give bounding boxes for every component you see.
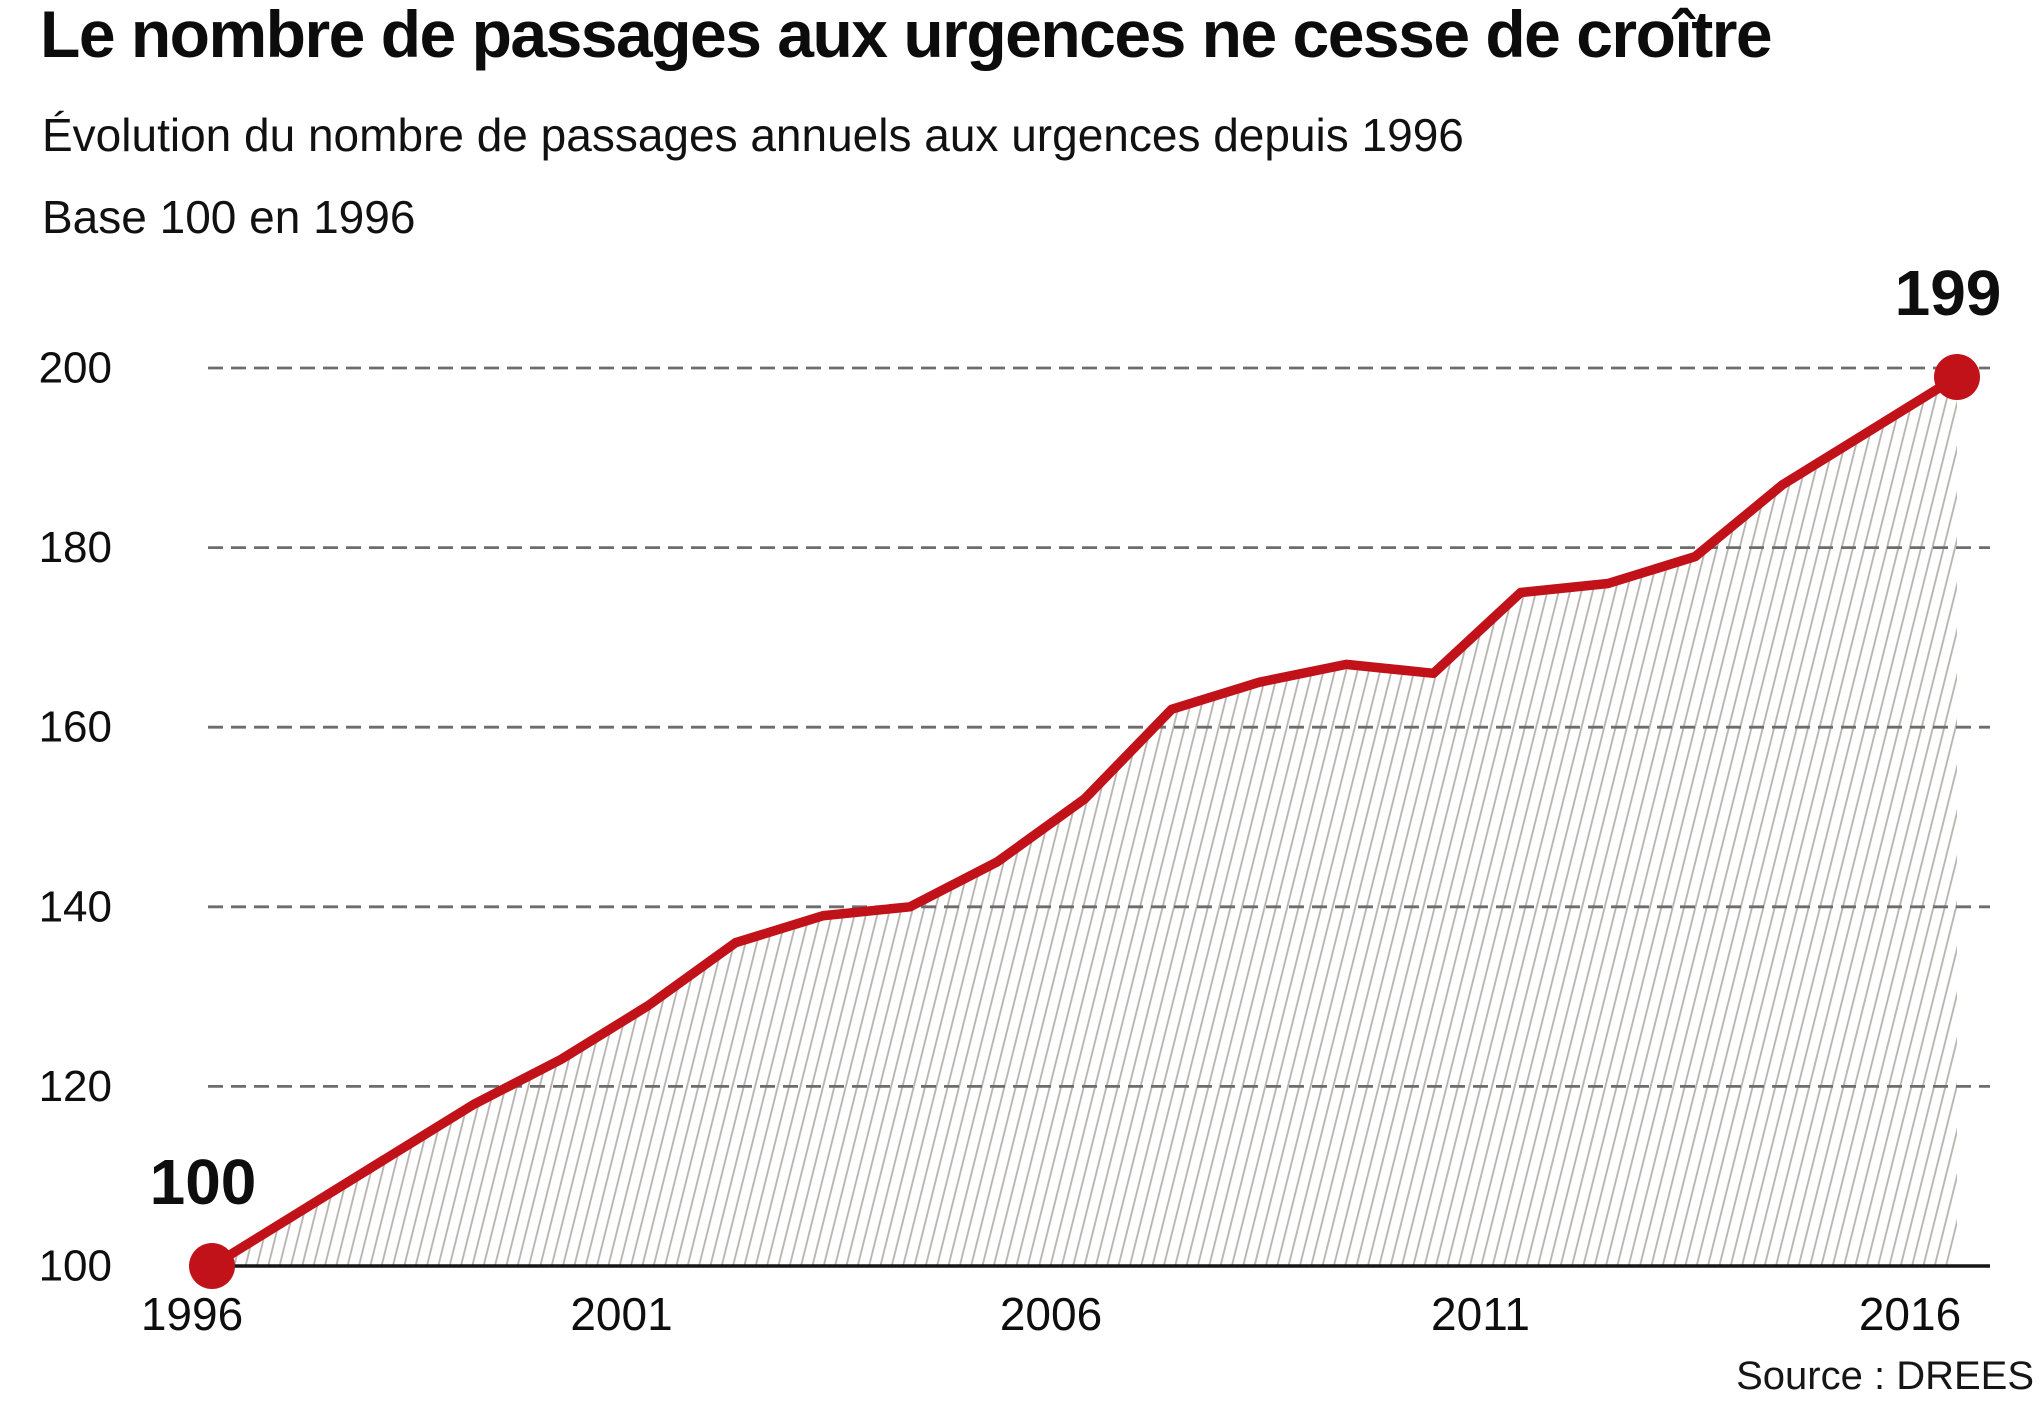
y-tick-label: 100 xyxy=(39,1242,112,1291)
x-tick-label: 2006 xyxy=(1000,1288,1102,1340)
chart-base-note: Base 100 en 1996 xyxy=(42,191,416,243)
area-hatch-fill xyxy=(212,376,1957,1267)
x-tick-label: 1996 xyxy=(141,1288,243,1340)
y-tick-label: 180 xyxy=(39,523,112,572)
x-tick-label: 2011 xyxy=(1431,1288,1530,1340)
y-tick-label: 140 xyxy=(39,882,112,931)
y-tick-label: 120 xyxy=(39,1062,112,1111)
y-tick-label: 200 xyxy=(39,344,112,393)
x-tick-label: 2016 xyxy=(1859,1288,1961,1340)
data-line xyxy=(207,372,1962,1271)
y-tick-label: 160 xyxy=(39,703,112,752)
start-value-label: 100 xyxy=(150,1146,257,1218)
source-credit: Source : DREES xyxy=(1736,1354,2034,1398)
end-value-label: 199 xyxy=(1895,257,2002,329)
data-point-end xyxy=(1934,353,1980,400)
chart-layers: 100 120 140 160 180 200 1996 2001 2006 2011 2016 10… xyxy=(39,257,2002,1340)
data-point-start xyxy=(189,1243,235,1289)
page-title: Le nombre de passages aux urgences ne ce… xyxy=(40,0,1773,71)
chart-subtitle: Évolution du nombre de passages annuels … xyxy=(42,109,1464,161)
x-tick-label: 2001 xyxy=(570,1288,672,1340)
